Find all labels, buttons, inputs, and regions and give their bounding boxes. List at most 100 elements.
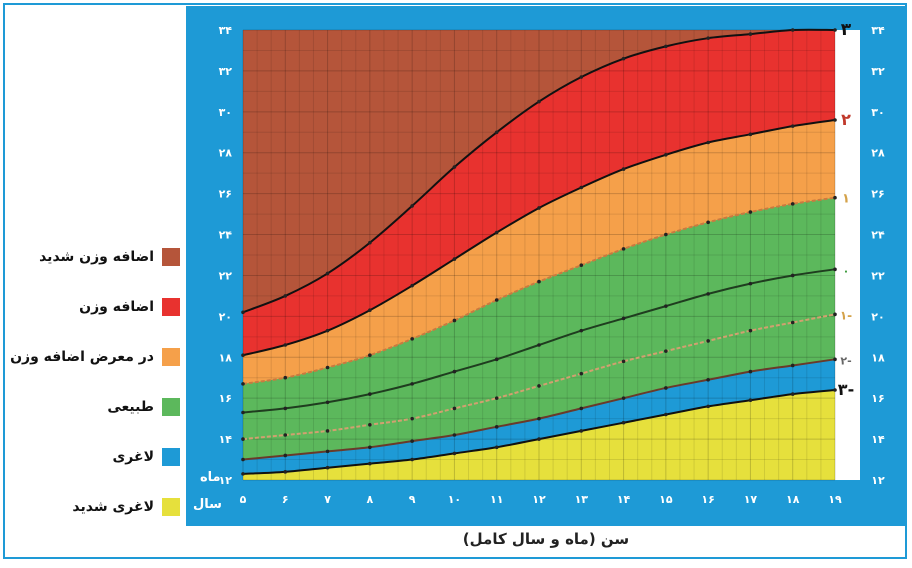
curve-point	[325, 328, 330, 333]
curve-point	[790, 392, 795, 396]
curve-point	[537, 279, 541, 284]
curve-point	[706, 377, 710, 382]
curve-point	[368, 308, 372, 313]
legend-item: لاغری	[8, 432, 180, 482]
legend-item: اضافه وزن شدید	[8, 232, 180, 282]
curve-point	[283, 433, 288, 437]
curve-point	[790, 28, 795, 32]
curve-point	[452, 433, 457, 437]
curve-point	[494, 130, 499, 135]
curve-point	[621, 359, 626, 364]
y-tick-label-right: ۳۲	[871, 65, 885, 78]
curve-point	[748, 32, 753, 36]
curve-point	[664, 412, 668, 417]
legend-label: لاغری	[112, 449, 154, 465]
y-tick-label-right: ۱۶	[871, 392, 884, 405]
curve-point	[664, 232, 668, 237]
curve-point	[706, 140, 710, 145]
y-tick-label-left: ۲۸	[219, 147, 233, 160]
y-tick-label-right: ۲۰	[871, 310, 884, 323]
x-tick-label: ۱۶	[701, 493, 714, 506]
axis-corner-month: ماه	[200, 470, 221, 485]
curve-point	[748, 210, 753, 214]
curve-point	[283, 406, 288, 411]
legend-item: اضافه وزن	[8, 282, 180, 332]
y-tick-label-left: ۳۴	[219, 24, 233, 37]
curve-point	[452, 406, 457, 411]
y-tick-label-right: ۲۲	[871, 269, 885, 282]
curve-point	[241, 310, 245, 315]
x-tick-label: ۹	[409, 493, 416, 506]
curve-point	[664, 386, 668, 390]
y-tick-label-right: ۱۴	[871, 433, 885, 446]
legend-label: اضافه وزن شدید	[39, 249, 154, 265]
curve-point	[452, 451, 457, 456]
curve-point	[537, 99, 541, 104]
curve-point	[494, 445, 499, 450]
curve-point	[410, 337, 414, 341]
curve-point	[452, 257, 457, 261]
y-tick-label-right: ۳۰	[871, 106, 884, 119]
x-tick-label: ۱۹	[828, 493, 842, 506]
curve-point	[494, 396, 499, 400]
curve-point	[748, 398, 753, 403]
curve-point	[664, 349, 668, 353]
curve-point	[790, 320, 795, 325]
x-tick-label: ۱۷	[744, 493, 758, 506]
curve-point	[283, 343, 288, 347]
curve-point	[494, 425, 499, 429]
y-tick-label-right: ۳۴	[871, 24, 885, 37]
curve-point	[368, 392, 372, 396]
curve-point	[410, 204, 414, 208]
curve-point	[325, 449, 330, 454]
legend-swatch	[162, 398, 180, 416]
curve-point	[452, 369, 457, 374]
curve-point	[748, 369, 753, 374]
curve-point	[325, 271, 330, 276]
x-tick-label: ۸	[366, 493, 373, 506]
axis-corner-year: سال	[193, 497, 222, 512]
y-tick-label-left: ۲۲	[219, 269, 233, 282]
curve-point	[706, 292, 710, 296]
curve-point	[494, 357, 499, 362]
legend-item: لاغری شدید	[8, 482, 180, 532]
curve-label: ۲	[841, 110, 851, 129]
curve-point	[537, 206, 541, 210]
curve-point	[579, 75, 584, 79]
curve-point	[621, 247, 626, 251]
x-tick-label: ۶	[282, 493, 289, 506]
legend-swatch	[162, 498, 180, 516]
x-tick-label: ۱۲	[532, 493, 546, 506]
curve-point	[410, 416, 414, 421]
curve-point	[579, 328, 584, 333]
y-tick-label-left: ۱۴	[219, 433, 233, 446]
curve-point	[368, 353, 372, 358]
curve-point	[241, 382, 245, 386]
curve-point	[748, 328, 753, 333]
curve-point	[368, 445, 372, 450]
x-tick-label: ۱۳	[575, 493, 589, 506]
y-tick-label-right: ۲۸	[871, 147, 885, 160]
curve-point	[790, 363, 795, 368]
curve-point	[706, 339, 710, 343]
curve-label: ۰	[843, 264, 850, 277]
curve-point	[537, 437, 541, 441]
legend-label: اضافه وزن	[79, 299, 154, 315]
curve-point	[790, 273, 795, 278]
curve-point	[241, 457, 245, 462]
curve-point	[325, 365, 330, 370]
curve-point	[452, 165, 457, 169]
curve-point	[621, 167, 626, 171]
curve-point	[833, 267, 837, 272]
curve-point	[410, 283, 414, 288]
curve-point	[368, 461, 372, 466]
curve-point	[621, 56, 626, 61]
curve-point	[706, 36, 710, 40]
curve-label-strip	[835, 30, 860, 480]
x-tick-label: ۱۸	[786, 493, 800, 506]
x-tick-label: ۱۱	[490, 493, 503, 506]
curve-point	[664, 44, 668, 49]
x-tick-label: ۱۰	[448, 493, 461, 506]
curve-point	[494, 298, 499, 302]
